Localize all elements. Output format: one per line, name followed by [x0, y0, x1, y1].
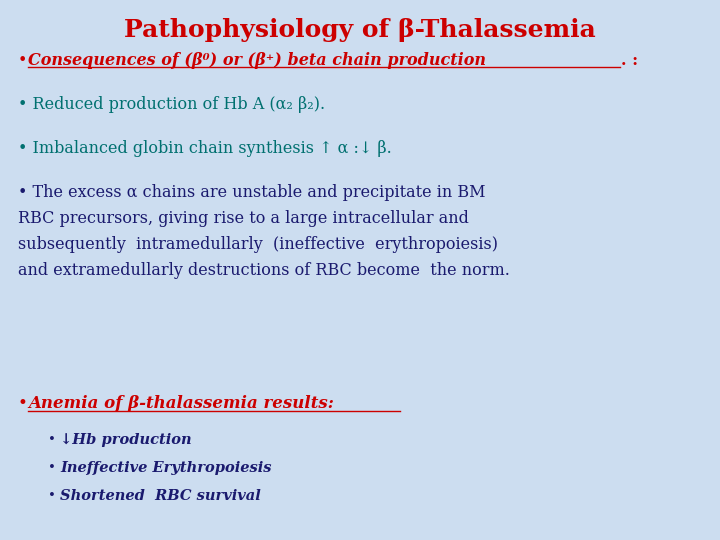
Text: • Reduced production of Hb A (α₂ β₂).: • Reduced production of Hb A (α₂ β₂). — [18, 96, 325, 113]
Text: Pathophysiology of β-Thalassemia: Pathophysiology of β-Thalassemia — [124, 18, 596, 42]
Text: •: • — [18, 52, 27, 69]
Text: . :: . : — [621, 52, 638, 69]
Text: Consequences of (β⁰) or (β⁺) beta chain production: Consequences of (β⁰) or (β⁺) beta chain … — [28, 52, 486, 69]
Text: • Imbalanced globin chain synthesis ↑ α :↓ β.: • Imbalanced globin chain synthesis ↑ α … — [18, 140, 392, 157]
Text: •: • — [48, 489, 56, 502]
Text: •: • — [48, 461, 56, 474]
Text: •: • — [18, 395, 28, 412]
Text: subsequently  intramedullarly  (ineffective  erythropoiesis): subsequently intramedullarly (ineffectiv… — [18, 236, 498, 253]
Text: ↓Hb production: ↓Hb production — [60, 433, 192, 447]
Text: and extramedullarly destructions of RBC become  the norm.: and extramedullarly destructions of RBC … — [18, 262, 510, 279]
Text: Ineffective Erythropoiesis: Ineffective Erythropoiesis — [60, 461, 271, 475]
Text: RBC precursors, giving rise to a large intracellular and: RBC precursors, giving rise to a large i… — [18, 210, 469, 227]
Text: Anemia of β-thalassemia results:: Anemia of β-thalassemia results: — [28, 395, 334, 412]
Text: •: • — [48, 433, 56, 446]
Text: • The excess α chains are unstable and precipitate in BM: • The excess α chains are unstable and p… — [18, 184, 485, 201]
Text: Shortened  RBC survival: Shortened RBC survival — [60, 489, 261, 503]
